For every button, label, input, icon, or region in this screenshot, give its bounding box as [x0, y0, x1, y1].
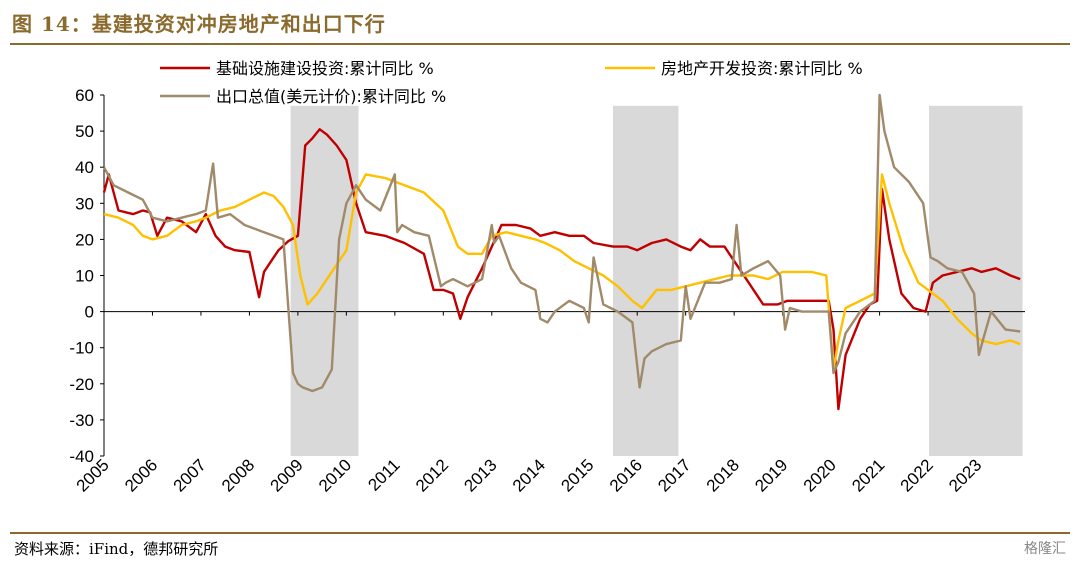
legend-label-1: 基础设施建设投资:累计同比 %: [216, 59, 434, 78]
series-line-3: [102, 93, 1021, 393]
y-tick-label: -40: [69, 447, 94, 466]
y-tick-label: 50: [75, 122, 94, 141]
x-tick-label: 2009: [267, 455, 307, 495]
y-tick-label: 20: [75, 230, 94, 249]
series-line-1: [102, 128, 1021, 411]
figure-title: 图 14：基建投资对冲房地产和出口下行: [12, 12, 386, 36]
shaded-period-3: [929, 105, 1023, 456]
x-tick-label: 2015: [557, 455, 597, 495]
shaded-period-2: [612, 105, 679, 456]
title-rule: [10, 43, 1070, 45]
x-tick-label: 2011: [364, 455, 403, 494]
x-tick-label: 2013: [460, 455, 500, 495]
x-tick-label: 2021: [848, 455, 888, 495]
x-tick-label: 2019: [751, 455, 791, 495]
source-note: 资料来源：iFind，德邦研究所: [14, 540, 219, 558]
source-rule: [10, 532, 1070, 534]
x-tick-label: 2016: [606, 455, 646, 495]
x-tick-label: 2014: [509, 455, 549, 495]
x-tick-label: 2008: [218, 455, 258, 495]
x-tick-label: 2017: [654, 455, 694, 495]
y-tick-label: -10: [69, 339, 94, 358]
x-tick-label: 2018: [703, 455, 743, 495]
y-tick-label: 0: [85, 303, 94, 322]
y-tick-label: 10: [75, 267, 94, 286]
y-tick-label: -20: [69, 375, 94, 394]
x-tick-label: 2006: [121, 455, 161, 495]
x-tick-label: 2023: [945, 455, 985, 495]
y-tick-label: 60: [75, 86, 94, 105]
legend-label-2: 房地产开发投资:累计同比 %: [661, 59, 863, 78]
y-tick-label: 40: [75, 158, 94, 177]
legend-label-3: 出口总值(美元计价):累计同比 %: [216, 87, 446, 106]
x-tick-label: 2022: [897, 455, 937, 495]
y-tick-label: -30: [69, 411, 94, 430]
x-tick-label: 2020: [800, 455, 840, 495]
x-tick-label: 2010: [315, 455, 355, 495]
y-tick-label: 30: [75, 194, 94, 213]
x-tick-label: 2012: [412, 455, 452, 495]
series-line-2: [103, 173, 1021, 371]
x-tick-label: 2007: [170, 455, 210, 495]
watermark-logo: 格隆汇: [1024, 541, 1066, 557]
